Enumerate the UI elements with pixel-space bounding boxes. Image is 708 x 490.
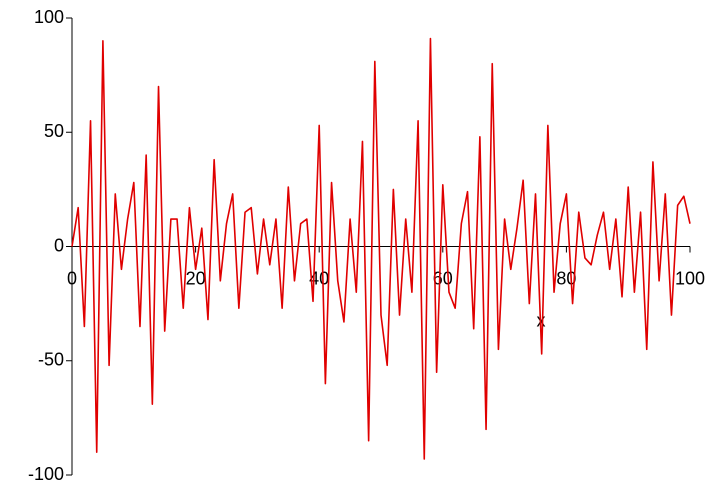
y-tick-label: 50	[44, 121, 64, 141]
data-line	[71, 37, 691, 460]
y-tick-label: 100	[34, 7, 64, 27]
y-tick-label: -50	[38, 350, 64, 370]
x-tick-label: 100	[675, 268, 705, 288]
y-tick-label: 0	[54, 235, 64, 255]
x-tick-label: 0	[67, 268, 77, 288]
y-tick-label: -100	[28, 464, 64, 484]
x-tick-label: 20	[186, 268, 206, 288]
